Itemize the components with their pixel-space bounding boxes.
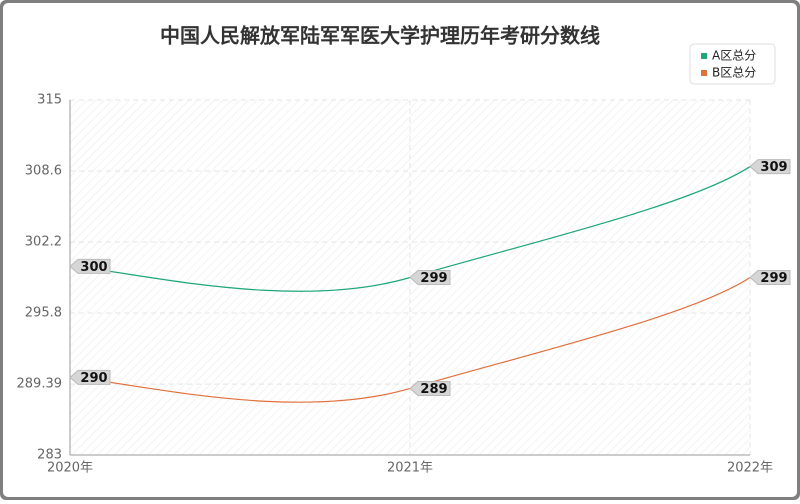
legend-label: B区总分 [712, 66, 756, 80]
y-tick-label: 295.8 [25, 306, 62, 321]
y-tick-label: 308.6 [25, 164, 62, 179]
data-label: 289 [420, 382, 447, 397]
data-label: 299 [760, 271, 787, 286]
data-label: 309 [760, 160, 787, 175]
x-tick-label: 2021年 [387, 461, 433, 476]
y-tick-label: 315 [37, 93, 62, 108]
x-tick-label: 2022年 [727, 461, 773, 476]
label-tag [749, 159, 791, 175]
x-tick-label: 2020年 [47, 461, 93, 476]
label-tag [69, 258, 111, 274]
y-tick-label: 289.39 [17, 377, 63, 392]
data-label: 290 [80, 371, 107, 386]
legend-swatch [701, 53, 707, 59]
label-tag [409, 380, 451, 396]
legend-box [689, 43, 776, 85]
label-tag [69, 369, 111, 385]
y-tick-label: 283 [37, 448, 62, 463]
label-tag [409, 270, 451, 285]
legend-label: A区总分 [712, 49, 756, 63]
legend-swatch [701, 70, 707, 76]
label-tag [749, 270, 791, 285]
y-tick-label: 302.2 [25, 235, 62, 250]
data-label: 299 [420, 271, 447, 286]
chart-title: 中国人民解放军陆军军医大学护理历年考研分数线 [160, 24, 600, 48]
data-label: 300 [80, 260, 107, 275]
